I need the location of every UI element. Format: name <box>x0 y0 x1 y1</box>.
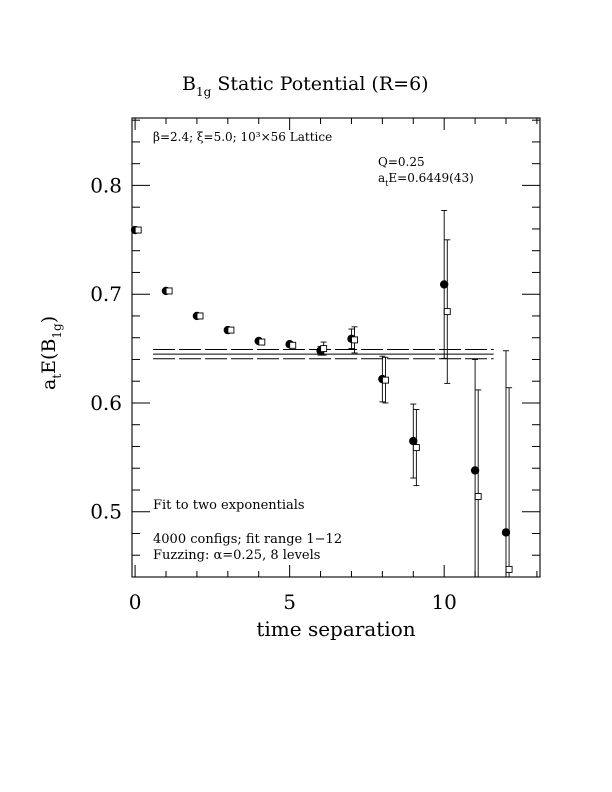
data-point-square <box>165 287 173 295</box>
title-rest: Static Potential (R=6) <box>211 73 428 95</box>
ylabel-t-sub: t <box>50 374 64 379</box>
ylabel-sub: 1g <box>50 323 64 339</box>
y-axis-label: atE(B1g) <box>38 316 64 390</box>
data-point-square <box>196 312 204 320</box>
energy-sub: t <box>385 179 389 188</box>
plot-frame <box>131 117 541 578</box>
q-annotation: Q=0.25 <box>378 155 425 169</box>
data-point-square <box>258 338 266 346</box>
x-axis-label: time separation <box>256 617 415 641</box>
x-tick-label: 5 <box>283 590 296 614</box>
data-point-square <box>289 341 297 349</box>
ylabel-close: ) <box>38 316 60 323</box>
ylabel-e: E(B <box>38 339 60 374</box>
title-subscript: 1g <box>196 85 212 99</box>
y-tick-label: 0.7 <box>90 282 122 306</box>
data-point-square <box>351 336 358 344</box>
energy-annotation: atE=0.6449(43) <box>378 171 474 188</box>
data-point-square <box>134 226 142 234</box>
data-point-square <box>505 565 513 573</box>
data-point-square <box>474 493 482 500</box>
plot-area: 0 5 10 0.5 0.6 0.7 0.8 <box>90 117 541 614</box>
data-point-circle <box>470 466 480 475</box>
title-main: B <box>182 73 196 95</box>
data-point-square <box>412 444 420 452</box>
configs-annotation: 4000 configs; fit range 1−12 <box>153 532 342 547</box>
energy-value: E=0.6449(43) <box>388 171 473 185</box>
data-point-square <box>382 376 389 384</box>
data-point-square <box>227 326 235 334</box>
data-point-square <box>443 308 451 316</box>
y-tick-label: 0.8 <box>90 173 122 197</box>
fuzzing-annotation: Fuzzing: α=0.25, 8 levels <box>153 548 320 563</box>
lattice-annotation: β=2.4; ξ=5.0; 10³×56 Lattice <box>153 130 332 144</box>
data-point-circle <box>439 280 449 289</box>
data-point-circle <box>409 436 418 446</box>
fit-description: Fit to two exponentials <box>153 498 305 513</box>
energy-prefix: a <box>378 171 385 185</box>
data-point-square <box>320 345 328 353</box>
y-tick-label: 0.5 <box>90 500 122 524</box>
ylabel-a: a <box>38 379 60 390</box>
x-tick-label: 10 <box>431 590 456 614</box>
chart-title: B1g Static Potential (R=6) <box>182 73 429 99</box>
data-point-circle <box>501 528 511 537</box>
x-tick-label: 0 <box>129 590 142 614</box>
y-tick-label: 0.6 <box>90 391 122 415</box>
